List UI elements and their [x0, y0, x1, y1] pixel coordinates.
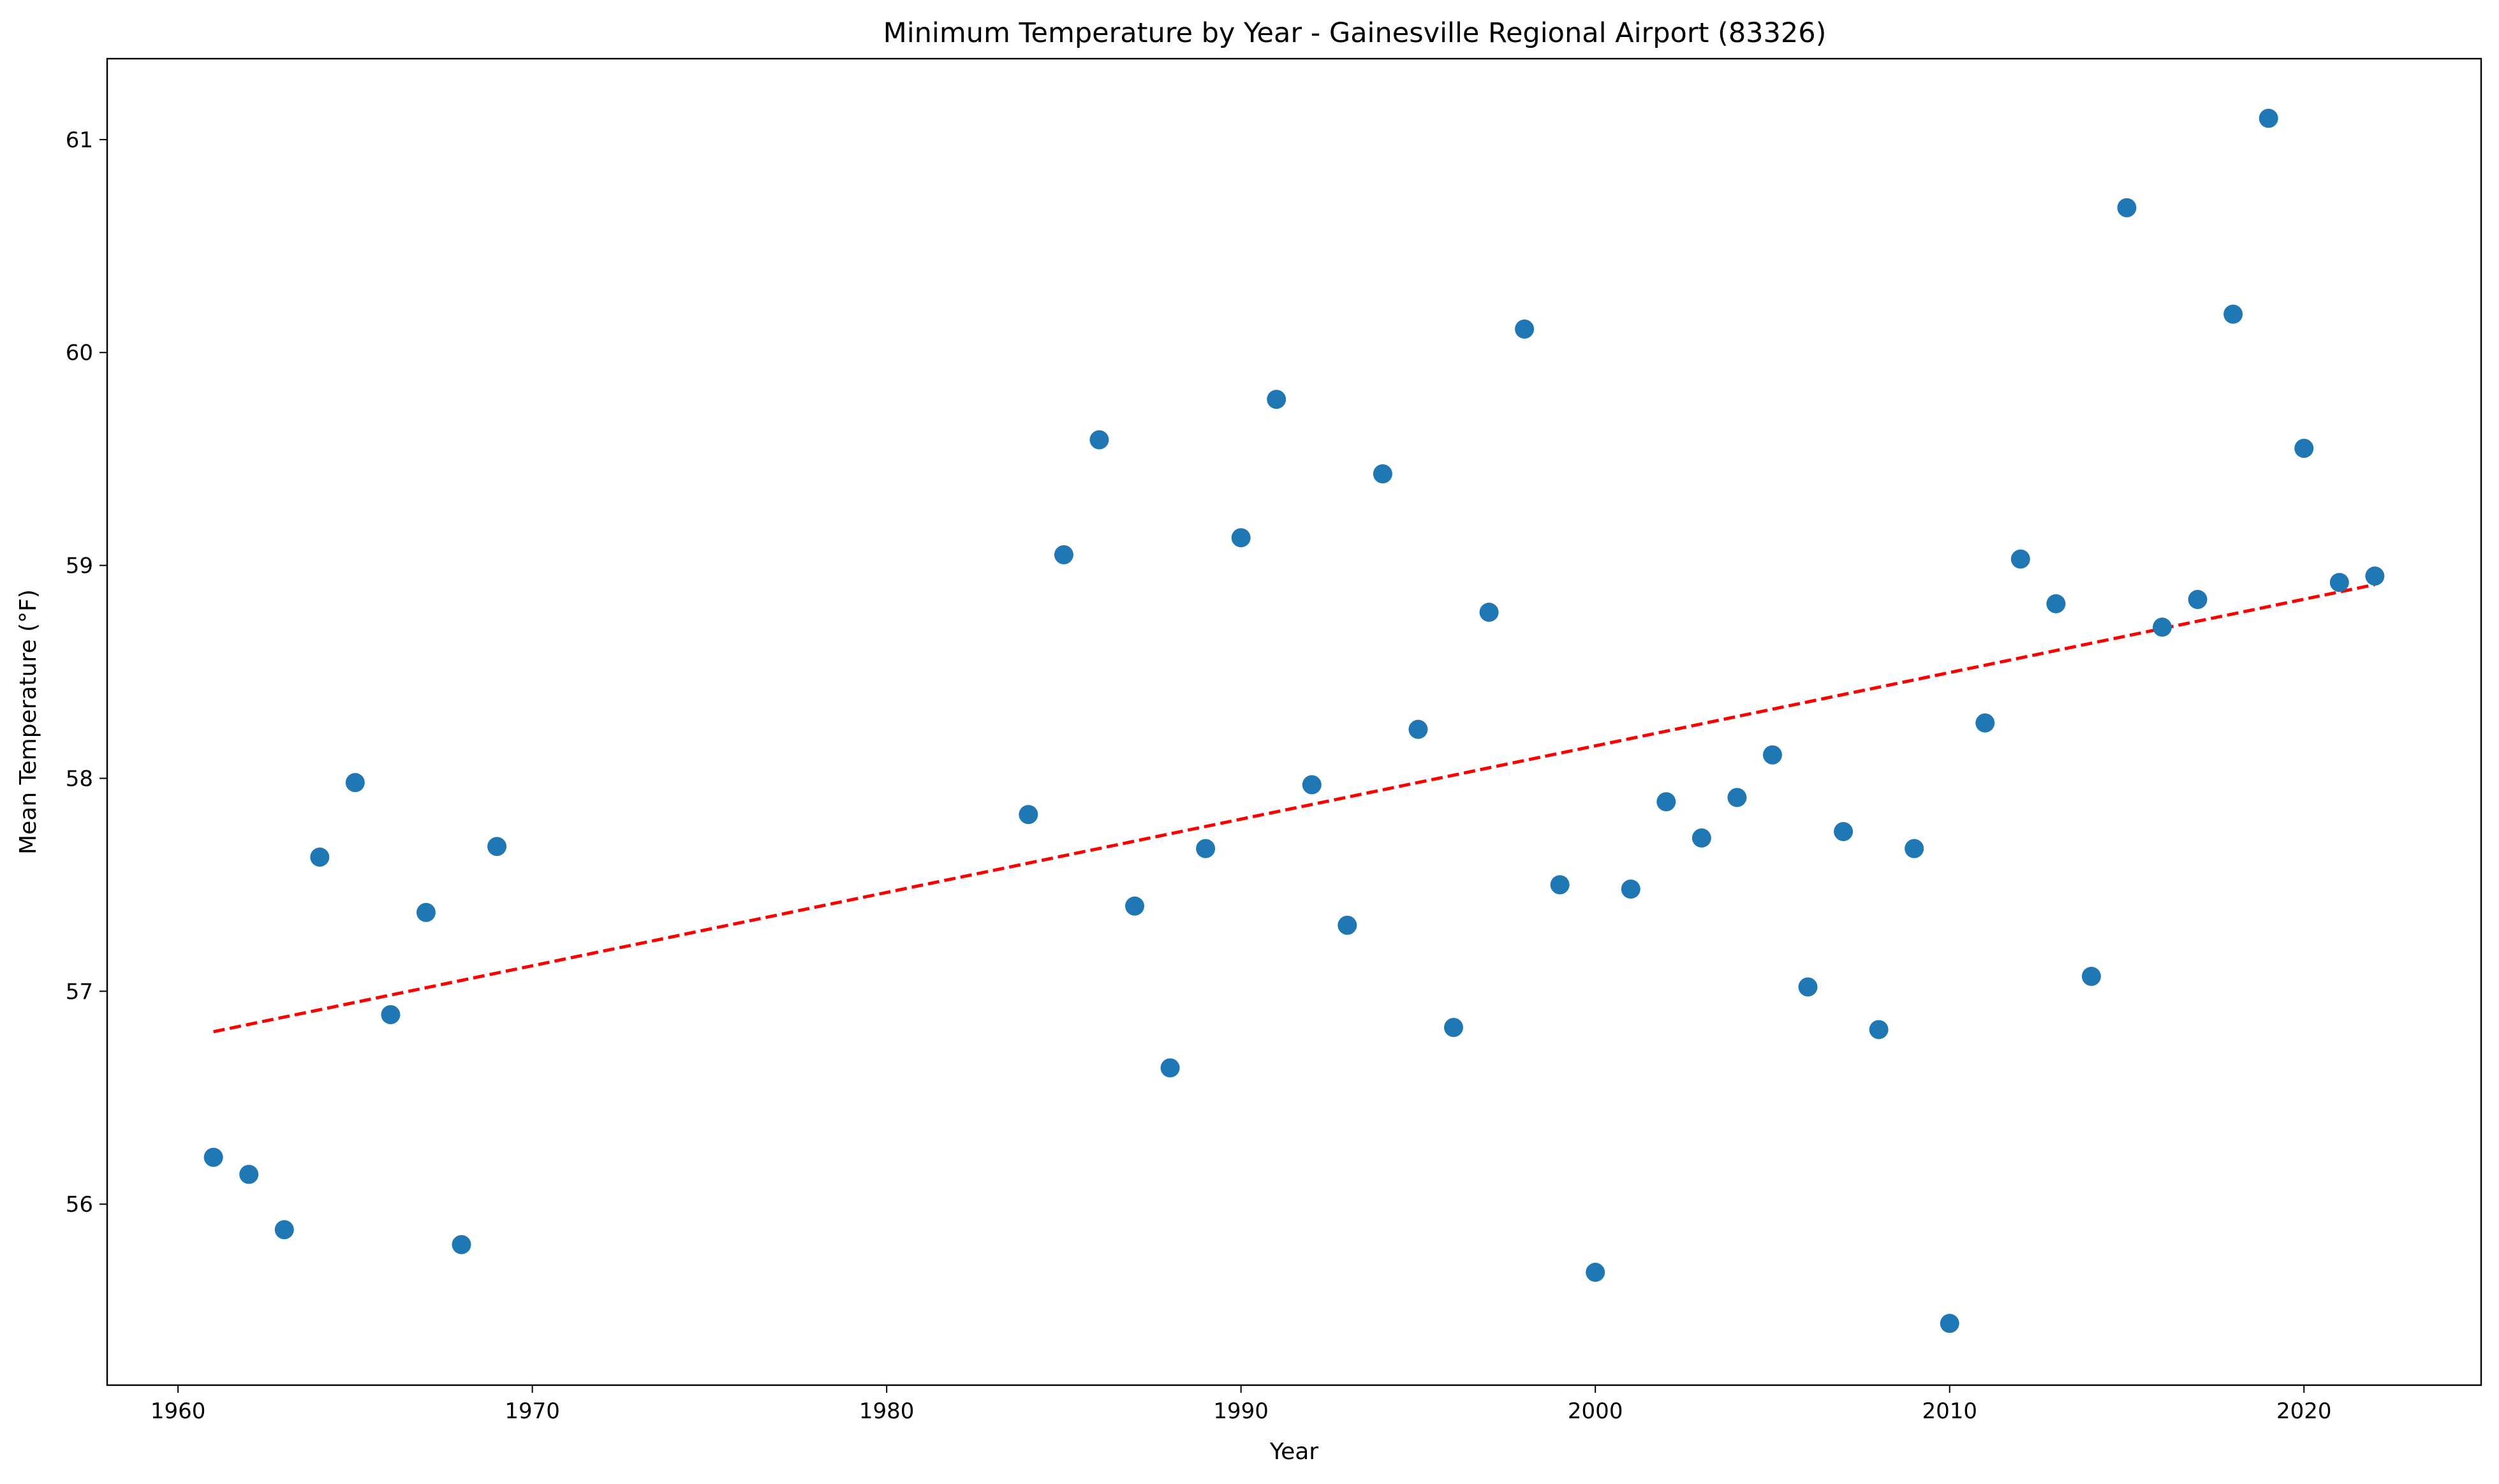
- data-point: [2365, 566, 2385, 586]
- trend-layer: [213, 583, 2375, 1034]
- x-axis-label: Year: [1269, 1439, 1318, 1465]
- x-tick-label: 1960: [151, 1399, 206, 1424]
- data-point: [1975, 713, 1995, 733]
- data-point: [203, 1147, 223, 1167]
- trend-line: [213, 583, 2375, 1034]
- data-point: [2188, 590, 2208, 610]
- data-point: [416, 902, 436, 922]
- data-point: [1550, 875, 1570, 895]
- data-point: [452, 1235, 471, 1254]
- x-tick-label: 2000: [1568, 1399, 1623, 1424]
- data-point: [1125, 896, 1145, 916]
- data-point: [487, 837, 507, 856]
- points-layer: [203, 108, 2385, 1333]
- data-point: [310, 848, 330, 867]
- plot-area: [107, 59, 2481, 1385]
- plot-frame: [106, 57, 2482, 1386]
- data-point: [1019, 805, 1038, 825]
- data-point: [2259, 108, 2278, 128]
- y-tick-label: 56: [66, 1192, 93, 1217]
- data-point: [1656, 792, 1676, 812]
- data-point: [1479, 603, 1499, 622]
- data-point: [1302, 775, 1322, 795]
- data-point: [2294, 438, 2314, 458]
- data-point: [1586, 1263, 1605, 1282]
- x-tick-label: 1980: [859, 1399, 915, 1424]
- data-point: [1089, 430, 1109, 450]
- data-point: [1408, 719, 1428, 739]
- data-point: [1798, 977, 1818, 997]
- data-point: [2329, 573, 2349, 592]
- data-point: [1160, 1058, 1180, 1078]
- data-point: [2117, 198, 2137, 217]
- data-point: [2223, 304, 2243, 324]
- data-point: [239, 1164, 259, 1184]
- y-tick-label: 60: [66, 341, 93, 366]
- y-tick-label: 58: [66, 766, 93, 791]
- x-tick-label: 1990: [1213, 1399, 1269, 1424]
- x-tick-label: 1970: [505, 1399, 560, 1424]
- data-point: [2010, 549, 2030, 569]
- data-point: [1834, 821, 1854, 841]
- data-point: [2153, 617, 2172, 637]
- data-point: [1940, 1314, 1959, 1333]
- y-tick-label: 61: [66, 128, 93, 153]
- x-tick-label: 2010: [1922, 1399, 1977, 1424]
- data-point: [1373, 464, 1392, 484]
- chart-title: Minimum Temperature by Year - Gainesvill…: [883, 17, 1827, 49]
- data-point: [1869, 1020, 1889, 1040]
- data-point: [1515, 320, 1535, 339]
- data-point: [1338, 915, 1357, 935]
- x-axis: 1960 1970 1980 1990 2000 2010 2020: [151, 1385, 2332, 1424]
- x-tick-label: 2020: [2276, 1399, 2332, 1424]
- data-point: [1267, 390, 1286, 409]
- data-point: [1196, 839, 1216, 858]
- y-axis-label: Mean Temperature (°F): [15, 589, 41, 855]
- data-point: [1727, 788, 1747, 807]
- data-point: [1054, 545, 1073, 564]
- data-point: [1762, 745, 1782, 765]
- y-tick-label: 59: [66, 554, 93, 579]
- y-axis: 56 57 58 59 60 61: [66, 128, 107, 1217]
- data-point: [1692, 828, 1711, 848]
- data-point: [2081, 966, 2101, 986]
- data-point: [1231, 528, 1251, 548]
- data-point: [1905, 839, 1924, 858]
- data-point: [1443, 1018, 1463, 1038]
- data-point: [345, 773, 365, 793]
- data-point: [1621, 879, 1640, 899]
- data-point: [2046, 594, 2066, 613]
- data-point: [274, 1220, 294, 1240]
- data-point: [381, 1005, 401, 1025]
- y-tick-label: 57: [66, 979, 93, 1004]
